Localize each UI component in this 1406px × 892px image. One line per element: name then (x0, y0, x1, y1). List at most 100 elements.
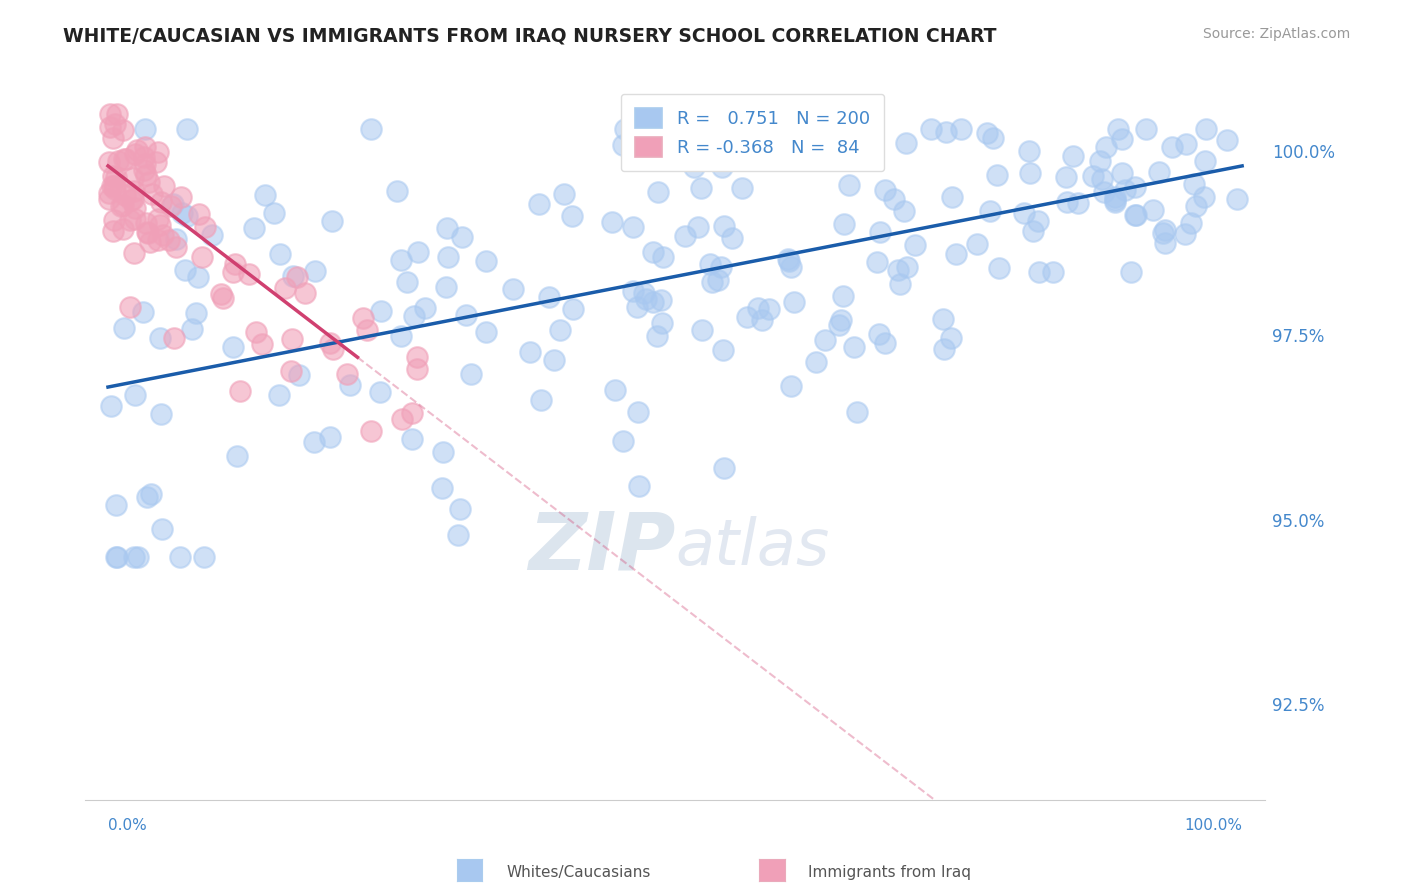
Point (319, 335, 342, 350)
Point (920, 122, 942, 136)
Point (97, 155, 120, 169)
Point (124, 388, 146, 402)
Point (191, 250, 214, 264)
Point (125, 143, 148, 157)
Point (368, 384, 391, 399)
Point (118, 301, 141, 315)
Point (778, 254, 800, 268)
Text: Source: ZipAtlas.com: Source: ZipAtlas.com (1202, 27, 1350, 41)
Point (336, 368, 359, 382)
Point (141, 187, 163, 202)
Point (229, 384, 252, 398)
Point (727, 122, 749, 136)
Point (713, 219, 735, 233)
Point (832, 288, 855, 302)
Point (1104, 193, 1126, 207)
Point (1111, 166, 1133, 180)
Point (543, 352, 565, 367)
Point (866, 255, 889, 269)
Point (688, 220, 710, 235)
Point (1123, 180, 1146, 194)
Point (304, 264, 326, 278)
Point (682, 160, 704, 174)
Point (875, 184, 897, 198)
Point (187, 207, 209, 221)
Point (1018, 144, 1040, 158)
Point (98, 107, 121, 121)
Point (267, 388, 290, 402)
Point (134, 157, 156, 171)
Point (981, 131, 1004, 145)
Point (628, 479, 651, 493)
Point (1125, 208, 1147, 222)
Point (1215, 133, 1237, 147)
Point (98, 193, 121, 207)
Point (474, 326, 496, 340)
Point (838, 178, 860, 192)
Text: 100.0%: 100.0% (1184, 818, 1241, 833)
Point (1028, 265, 1050, 279)
Point (647, 328, 669, 343)
Point (987, 261, 1010, 276)
Point (430, 481, 453, 495)
Point (120, 193, 142, 207)
Point (779, 260, 801, 275)
Point (845, 404, 868, 418)
Point (322, 343, 344, 357)
Point (146, 212, 169, 227)
Point (104, 117, 127, 131)
Point (780, 379, 803, 393)
Point (561, 209, 583, 223)
Point (690, 180, 713, 194)
Point (630, 122, 652, 136)
Point (437, 250, 460, 264)
Point (170, 206, 193, 220)
Point (111, 222, 134, 236)
Point (152, 228, 174, 243)
Point (132, 304, 155, 318)
Point (201, 227, 224, 242)
Point (304, 435, 326, 450)
Point (436, 221, 458, 235)
Point (370, 303, 392, 318)
Point (122, 246, 145, 260)
Point (832, 217, 855, 231)
Point (894, 136, 917, 150)
Point (169, 549, 191, 564)
Point (173, 262, 195, 277)
Point (104, 182, 127, 196)
Point (1147, 165, 1170, 179)
Point (612, 137, 634, 152)
Point (159, 198, 181, 212)
Point (454, 308, 477, 322)
Point (627, 405, 650, 419)
Point (184, 306, 207, 320)
Point (98, 120, 121, 135)
Point (966, 237, 988, 252)
Point (101, 224, 124, 238)
Legend: R =   0.751   N = 200, R = -0.368   N =  84: R = 0.751 N = 200, R = -0.368 N = 84 (620, 94, 884, 171)
Point (1018, 165, 1040, 179)
Point (1192, 190, 1215, 204)
Point (735, 310, 758, 325)
Point (730, 180, 752, 194)
Point (122, 171, 145, 186)
Point (883, 192, 905, 206)
Point (132, 150, 155, 164)
Text: 0.0%: 0.0% (108, 818, 146, 833)
Point (603, 383, 626, 397)
Point (114, 188, 136, 202)
Point (274, 281, 297, 295)
Point (904, 238, 927, 252)
Point (153, 178, 176, 193)
Point (112, 320, 135, 334)
Point (122, 184, 145, 198)
Point (170, 190, 193, 204)
Point (107, 153, 129, 168)
Point (163, 331, 186, 345)
Point (135, 225, 157, 239)
Point (626, 300, 648, 314)
Point (281, 268, 304, 283)
Point (97, 186, 120, 201)
Point (100, 399, 122, 413)
